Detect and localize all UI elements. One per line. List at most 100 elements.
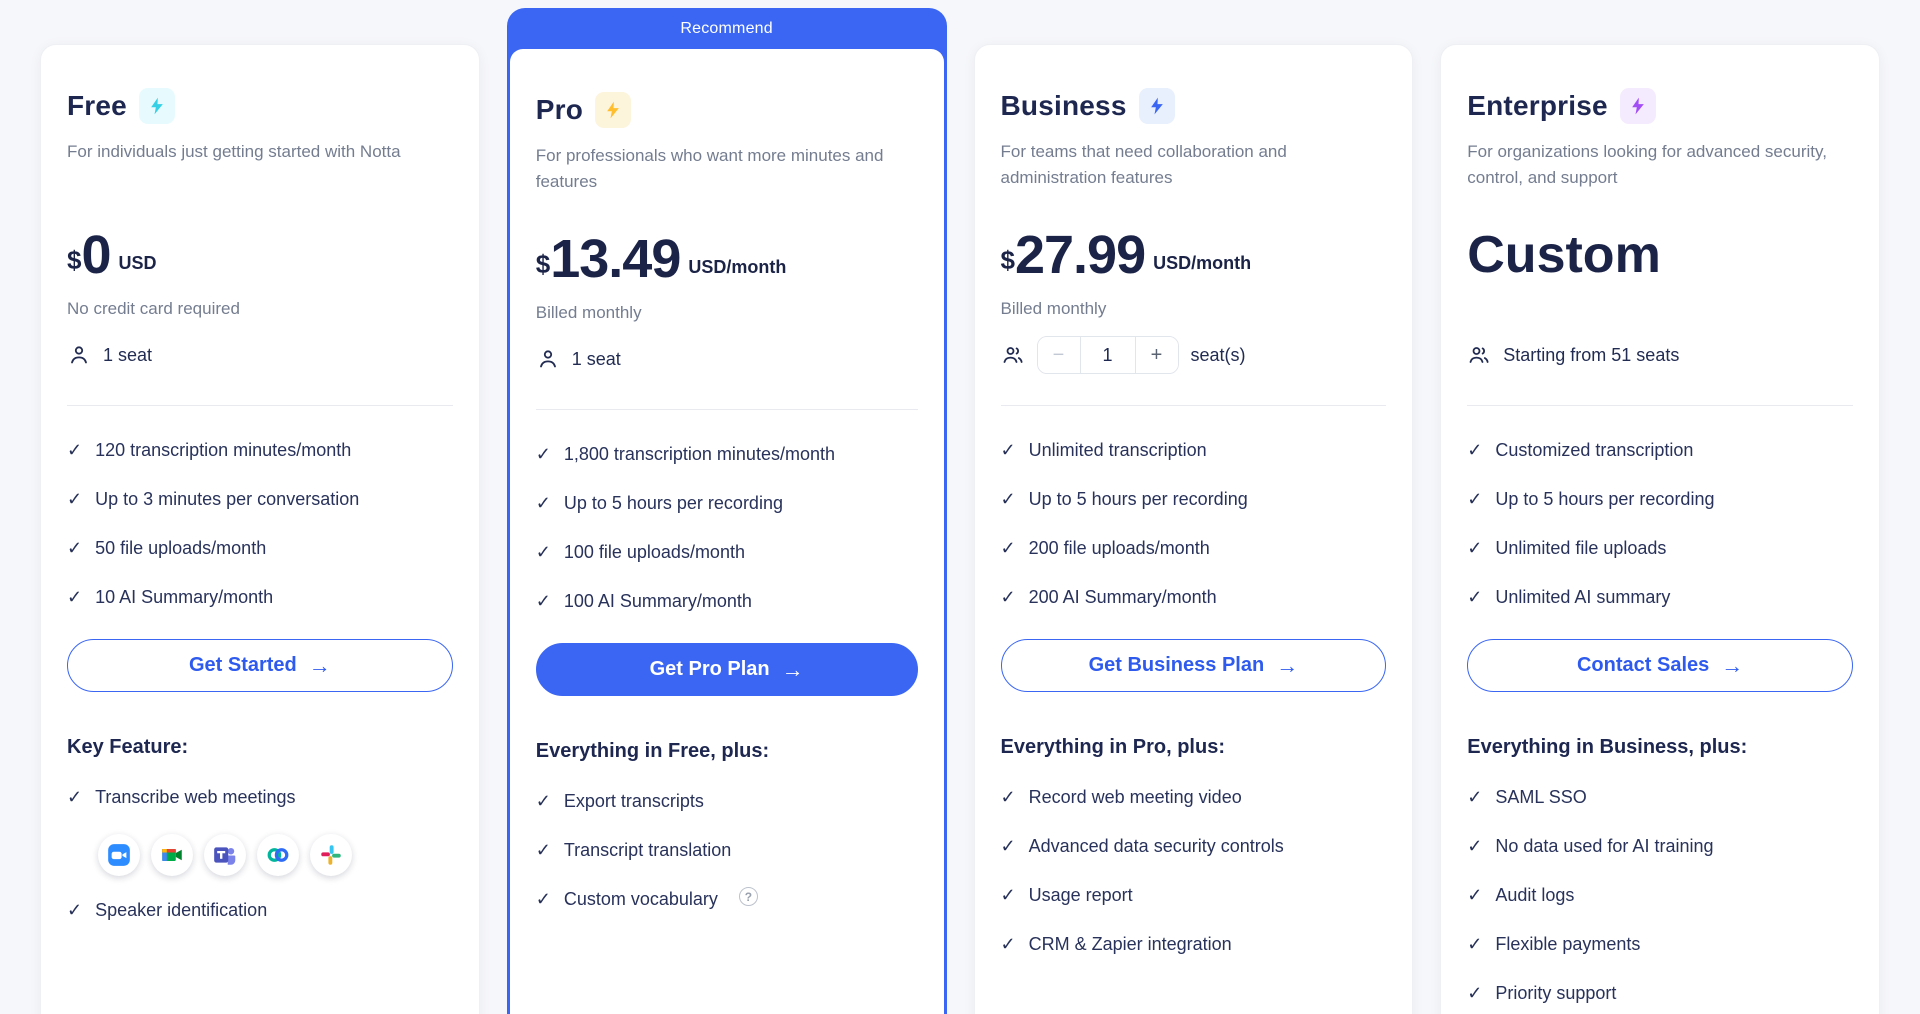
- check-icon: ✓: [535, 542, 551, 562]
- arrow-right-icon: →: [1276, 653, 1299, 678]
- feature-item: ✓ Up to 3 minutes per conversation: [67, 489, 360, 509]
- check-icon: ✓: [1467, 934, 1483, 954]
- lightning-bolt-icon: [1619, 88, 1656, 124]
- feature-item: ✓ 100 file uploads/month: [535, 542, 745, 562]
- feature-item: ✓ Up to 5 hours per recording: [1467, 489, 1715, 509]
- check-icon: ✓: [1000, 440, 1016, 460]
- feature-item: ✓ Usage report: [1000, 885, 1133, 905]
- seat-stepper-row: − 1 + seat(s): [1001, 335, 1387, 375]
- divider: [67, 405, 453, 406]
- lightning-bolt-icon: [138, 88, 175, 124]
- check-icon: ✓: [1000, 787, 1016, 807]
- check-icon: ✓: [1000, 587, 1016, 607]
- webex-icon: [257, 834, 299, 876]
- people-icon: [1003, 347, 1022, 363]
- currency-symbol: $: [67, 245, 82, 275]
- plan-card-pro: Pro For professionals who want more minu…: [509, 49, 944, 1014]
- feature-item: ✓ Speaker identification: [67, 900, 268, 920]
- plan-description: For individuals just getting started wit…: [67, 142, 401, 161]
- price-amount: 27.99: [1014, 225, 1146, 285]
- check-icon: ✓: [1467, 489, 1483, 509]
- extras-list: ✓ SAML SSO ✓ No data used for AI training …: [1467, 785, 1853, 1005]
- price-unit: USD/month: [688, 257, 787, 277]
- seat-label: 1 seat: [103, 344, 153, 365]
- billing-note: Billed monthly: [535, 303, 642, 322]
- increase-seats-button[interactable]: +: [1135, 337, 1178, 373]
- ms-teams-icon: [204, 834, 246, 876]
- check-icon: ✓: [535, 444, 551, 464]
- seat-row: 1 seat: [67, 335, 453, 375]
- plan-title-enterprise: Enterprise: [1467, 90, 1608, 121]
- seat-label: 1 seat: [571, 348, 621, 369]
- info-icon[interactable]: ?: [738, 887, 758, 906]
- decrease-seats-button[interactable]: −: [1037, 337, 1080, 373]
- billing-note: No credit card required: [67, 299, 240, 318]
- feature-item: ✓ No data used for AI training: [1467, 836, 1714, 856]
- people-icon: [1469, 347, 1489, 363]
- seat-count-value[interactable]: 1: [1079, 337, 1136, 373]
- check-icon: ✓: [535, 840, 551, 860]
- plan-title-pro: Pro: [535, 94, 584, 125]
- feature-list: ✓ Unlimited transcription ✓ Up to 5 hours …: [1001, 438, 1387, 609]
- feature-item: ✓ Custom vocabulary?: [536, 887, 918, 911]
- billing-note: [1467, 299, 1853, 321]
- feature-item: ✓ CRM & Zapier integration: [1000, 934, 1232, 954]
- feature-item: ✓ Up to 5 hours per recording: [1000, 489, 1248, 509]
- feature-item: ✓ 120 transcription minutes/month: [67, 440, 352, 460]
- arrow-right-icon: →: [308, 653, 331, 678]
- extras-list: ✓ Record web meeting video ✓ Advanced data…: [1001, 785, 1387, 956]
- billing-note: Billed monthly: [1000, 299, 1107, 318]
- plan-description: For teams that need collaboration and ad…: [1000, 142, 1287, 187]
- check-icon: ✓: [1000, 489, 1016, 509]
- google-meet-icon: [151, 834, 193, 876]
- plan-description: For organizations looking for advanced s…: [1467, 142, 1827, 187]
- recommend-banner: Recommend: [680, 19, 773, 37]
- check-icon: ✓: [67, 440, 83, 460]
- zoom-icon: [98, 834, 140, 876]
- divider: [535, 409, 918, 410]
- check-icon: ✓: [1000, 538, 1016, 558]
- contact-sales-button[interactable]: Contact Sales →: [1467, 639, 1853, 692]
- feature-item: ✓ Unlimited file uploads: [1467, 538, 1667, 558]
- seat-label: seat(s): [1190, 344, 1246, 365]
- feature-item: ✓ 200 file uploads/month: [1000, 538, 1210, 558]
- plan-description: For professionals who want more minutes …: [535, 146, 884, 191]
- plan-card-free: Free For individuals just getting starte…: [40, 44, 480, 1014]
- currency-symbol: $: [1000, 245, 1015, 275]
- feature-item: ✓ Unlimited AI summary: [1467, 587, 1671, 607]
- feature-item: ✓ 100 AI Summary/month: [535, 591, 752, 611]
- plan-card-pro-shell: Recommend Pro For professionals who want…: [506, 8, 947, 1014]
- feature-item: ✓ 50 file uploads/month: [67, 538, 267, 558]
- feature-item: ✓ Flexible payments: [1467, 934, 1641, 954]
- seat-label: Starting from 51 seats: [1503, 344, 1680, 365]
- check-icon: ✓: [535, 791, 551, 811]
- arrow-right-icon: →: [781, 657, 804, 682]
- check-icon: ✓: [1467, 983, 1483, 1003]
- get-started-button[interactable]: Get Started →: [67, 639, 453, 692]
- feature-item: ✓ Export transcripts: [535, 791, 704, 811]
- check-icon: ✓: [1467, 538, 1483, 558]
- feature-item: ✓ Transcript translation: [535, 840, 732, 860]
- feature-item: ✓ Transcribe web meetings: [67, 787, 296, 807]
- price-amount: 13.49: [550, 229, 681, 289]
- slack-icon: [310, 834, 352, 876]
- lightning-bolt-icon: [1138, 88, 1175, 124]
- divider: [1000, 405, 1387, 406]
- extras-list: ✓ Transcribe web meetings ✓ Speaker i: [67, 785, 453, 922]
- check-icon: ✓: [1467, 787, 1483, 807]
- get-business-plan-button[interactable]: Get Business Plan →: [1000, 639, 1387, 692]
- custom-price-label: Custom: [1467, 226, 1661, 284]
- seat-row: Starting from 51 seats: [1467, 335, 1853, 375]
- seat-quantity-stepper: − 1 +: [1036, 336, 1179, 374]
- feature-item: ✓ Unlimited transcription: [1000, 440, 1207, 460]
- get-pro-plan-button[interactable]: Get Pro Plan →: [535, 643, 918, 696]
- check-icon: ✓: [1467, 587, 1483, 607]
- lightning-bolt-icon: [595, 92, 632, 128]
- check-icon: ✓: [67, 489, 83, 509]
- extras-heading: Key Feature:: [67, 736, 189, 758]
- check-icon: ✓: [67, 787, 83, 807]
- person-icon: [71, 346, 87, 364]
- feature-item: ✓ 200 AI Summary/month: [1000, 587, 1217, 607]
- divider: [1467, 405, 1853, 406]
- plan-title-free: Free: [67, 90, 127, 121]
